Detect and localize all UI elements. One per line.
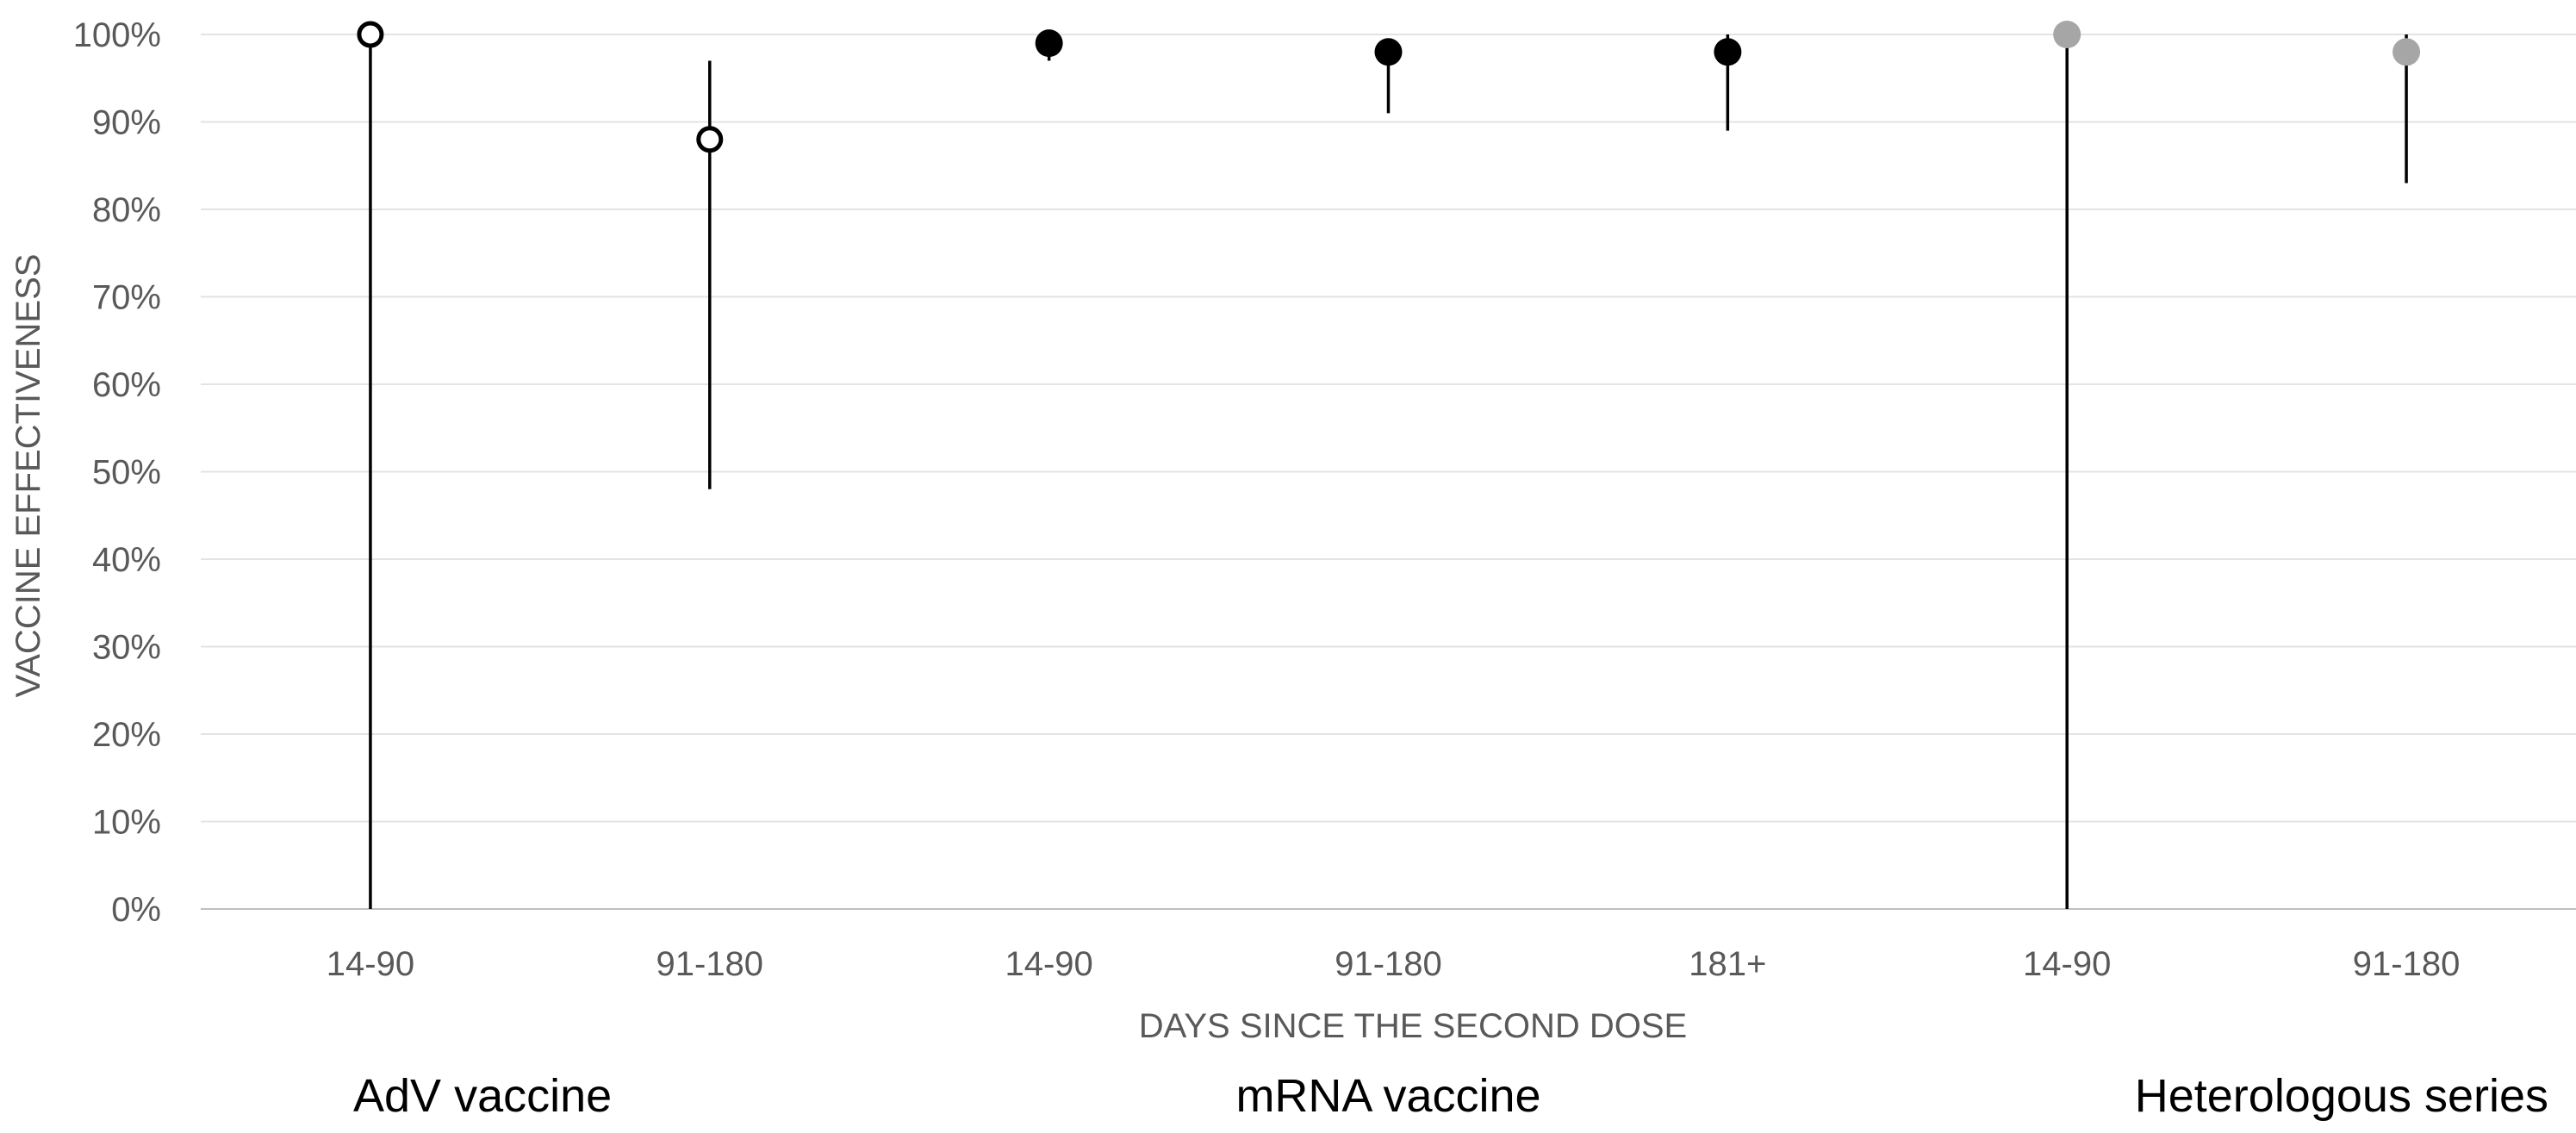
x-tick-label: 14-90	[327, 945, 414, 983]
data-point	[1714, 38, 1742, 66]
y-tick-label: 70%	[92, 279, 161, 317]
y-tick-label: 50%	[92, 454, 161, 492]
data-point	[1035, 29, 1063, 58]
x-tick-label: 91-180	[2353, 945, 2461, 983]
y-tick-label: 30%	[92, 629, 161, 667]
data-point	[2392, 38, 2421, 66]
y-axis-ticks: 0% 10% 20% 30% 40% 50% 60% 70% 80% 90% 100%	[73, 16, 161, 929]
data-point	[696, 126, 724, 153]
y-tick-label: 10%	[92, 804, 161, 842]
gridlines	[201, 34, 2576, 823]
y-tick-label: 100%	[73, 16, 161, 54]
y-tick-label: 40%	[92, 541, 161, 579]
x-tick-label: 91-180	[656, 945, 764, 983]
x-tick-label: 14-90	[1005, 945, 1092, 983]
data-point	[1374, 38, 1403, 66]
data-point	[2053, 21, 2081, 48]
group-label: mRNA vaccine	[1235, 1070, 1540, 1122]
y-tick-label: 60%	[92, 366, 161, 404]
group-label: Heterologous series	[2135, 1070, 2548, 1122]
x-tick-label: 14-90	[2023, 945, 2111, 983]
x-tick-label: 91-180	[1335, 945, 1442, 983]
x-axis-title: DAYS SINCE THE SECOND DOSE	[1139, 1007, 1687, 1045]
data-marks	[357, 21, 2421, 909]
x-axis-ticks: 14-90 91-180 14-90 91-180 181+ 14-90 91-180	[327, 945, 2461, 983]
y-tick-label: 0%	[111, 891, 161, 929]
y-tick-label: 90%	[92, 104, 161, 142]
x-tick-label: 181+	[1689, 945, 1766, 983]
group-label: AdV vaccine	[353, 1070, 612, 1122]
y-tick-label: 80%	[92, 191, 161, 229]
y-axis-title: VACCINE EFFECTIVENESS	[9, 254, 47, 698]
data-point	[357, 21, 384, 48]
y-tick-label: 20%	[92, 716, 161, 754]
group-labels: AdV vaccine mRNA vaccine Heterologous seri…	[353, 1070, 2548, 1122]
